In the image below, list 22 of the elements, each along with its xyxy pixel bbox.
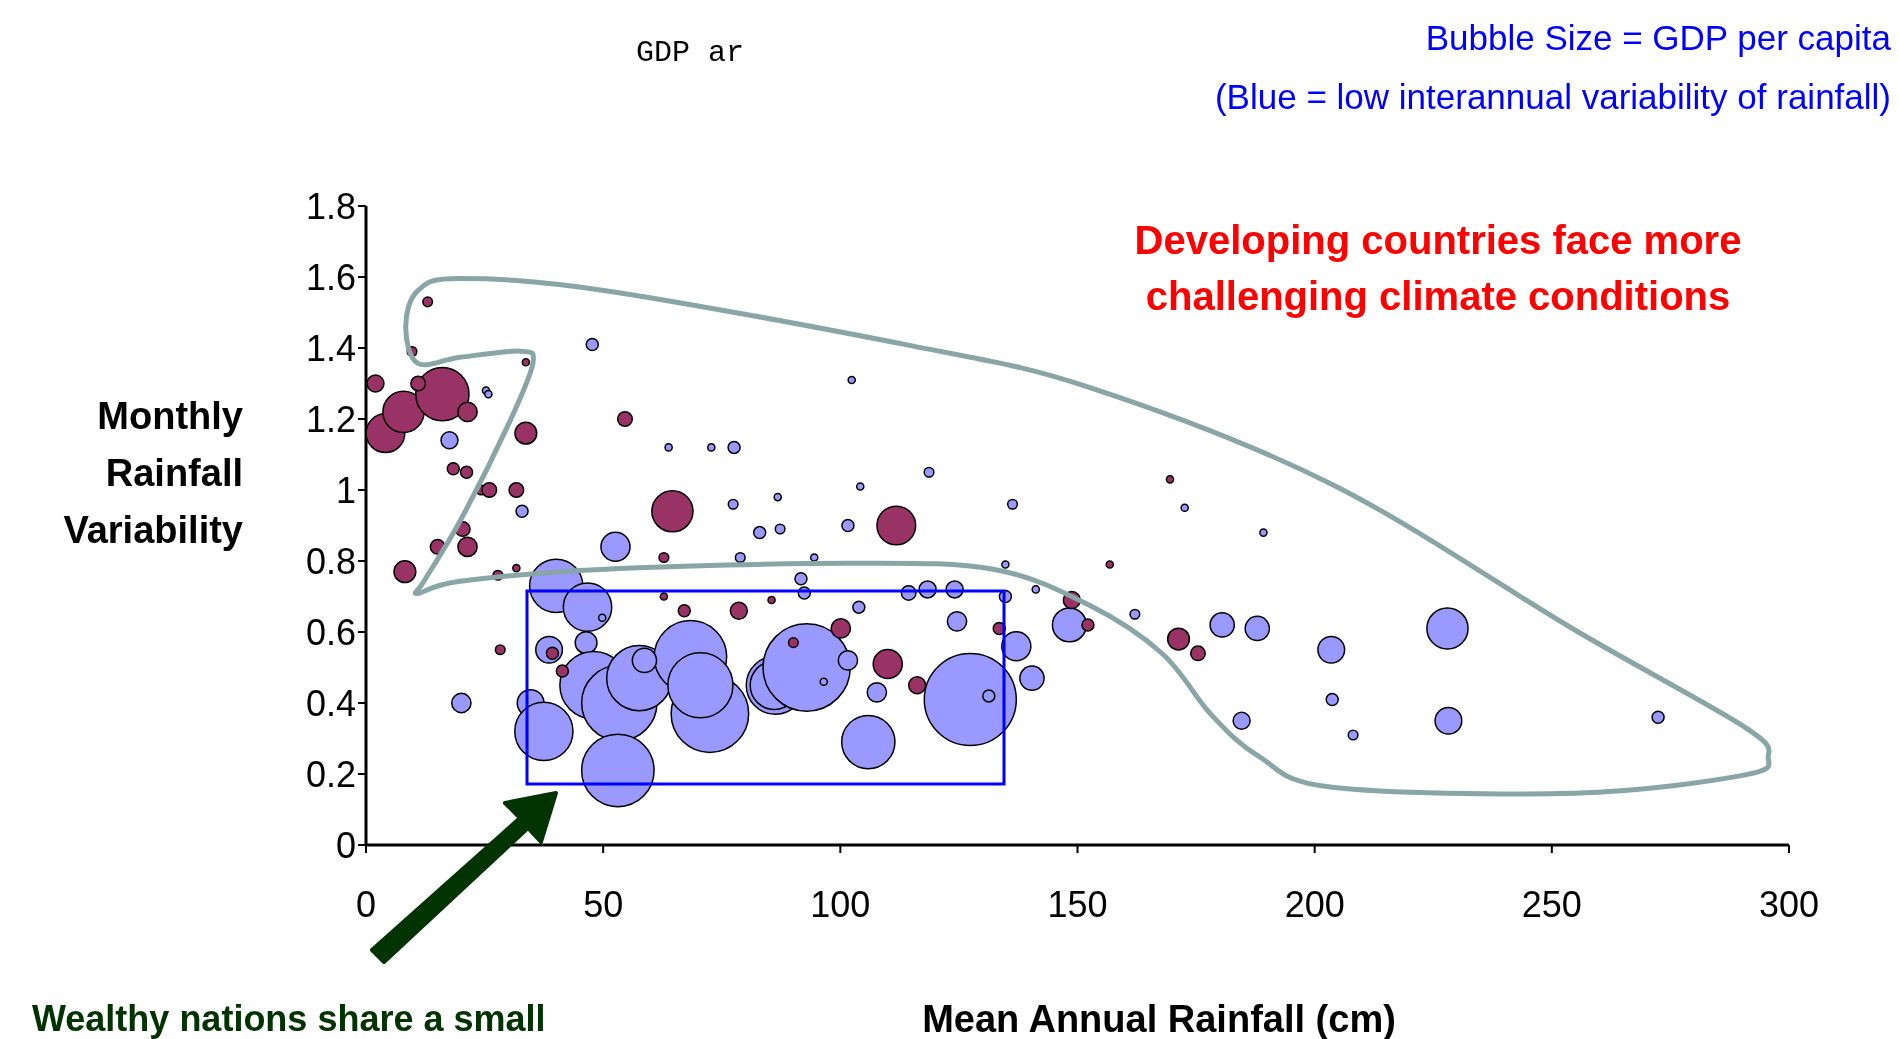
y-tick-label: 0.2 [305, 753, 356, 795]
x-tick-label: 200 [1284, 883, 1345, 925]
y-tick-label: 1 [335, 469, 356, 511]
x-tick-label: 100 [810, 883, 871, 925]
y-tick-label: 0 [335, 824, 356, 866]
text: (Blue = low interannual variability of rainfall) [1214, 77, 1891, 116]
y-tick-label: 0.8 [305, 540, 356, 582]
annotation: Developing countries face more challenging climate conditions [1134, 218, 1742, 318]
text: Bubble Size = GDP per capita [1425, 18, 1891, 57]
x-tick-label: 300 [1758, 883, 1820, 925]
y-tick-label: 1.8 [305, 185, 356, 227]
y-tick-label: 0.6 [305, 611, 356, 653]
y-tick-label: 1.4 [305, 327, 356, 369]
chart-title: GDP ar [636, 36, 745, 70]
y-axis-title: Monthly Rainfall Variability [63, 395, 243, 551]
y-tick-label: 1.2 [305, 398, 356, 440]
x-tick-label: 50 [583, 883, 624, 925]
x-tick-label: 150 [1047, 883, 1108, 925]
y-tick-label: 0.4 [305, 682, 356, 724]
y-tick-label: 1.6 [305, 256, 356, 298]
x-tick-label: 250 [1521, 883, 1582, 925]
text: Wealthy nations share a small [32, 998, 546, 1039]
